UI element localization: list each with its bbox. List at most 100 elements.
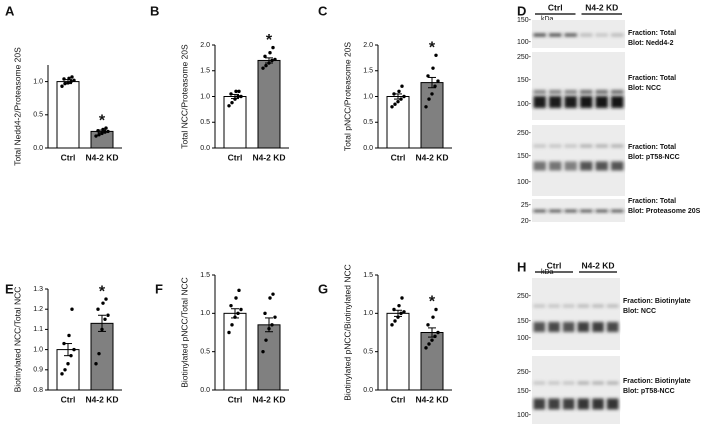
y-tick-label: 1.0	[200, 310, 210, 317]
data-point	[427, 97, 431, 101]
blot-label: Blot: NCC	[623, 308, 656, 315]
data-point	[402, 94, 406, 99]
data-point	[66, 362, 70, 366]
data-point	[399, 311, 403, 316]
data-point	[66, 81, 70, 85]
data-point	[396, 315, 400, 319]
data-point	[96, 129, 100, 133]
data-point	[397, 303, 401, 308]
blot-band	[580, 144, 593, 148]
data-point	[431, 315, 435, 319]
size-marker: 150-	[517, 318, 532, 325]
blot-band	[595, 144, 608, 148]
data-point	[100, 327, 104, 332]
data-point	[69, 353, 73, 358]
data-point	[236, 311, 240, 316]
data-point	[94, 134, 98, 138]
data-point	[270, 323, 274, 327]
panel-letter: F	[155, 281, 163, 296]
data-point	[229, 303, 233, 308]
blot-band	[611, 96, 624, 108]
y-tick-label: 1.5	[200, 272, 210, 279]
data-point	[229, 92, 233, 96]
panel-letter: C	[318, 3, 328, 18]
fraction-label: Fraction: Total	[628, 75, 676, 82]
data-point	[392, 92, 396, 96]
x-tick-label: Ctrl	[61, 152, 76, 162]
y-tick-label: 1.0	[363, 310, 373, 317]
y-tick-label: 0.5	[363, 349, 373, 356]
data-point	[433, 84, 437, 88]
data-point	[239, 307, 243, 312]
size-marker: 150-	[517, 153, 532, 160]
blot-band	[611, 144, 624, 148]
y-tick-label: 1.0	[200, 93, 210, 100]
x-tick-label: Ctrl	[391, 152, 406, 162]
data-point	[426, 323, 430, 327]
group-label: Ctrl	[547, 260, 562, 270]
data-point	[273, 315, 277, 319]
data-point	[236, 94, 240, 99]
blot-image	[532, 125, 625, 196]
fraction-label: Fraction: Total	[628, 144, 676, 151]
blot-band	[595, 161, 608, 171]
blot-image	[532, 199, 625, 222]
data-point	[94, 362, 98, 366]
blot-band	[606, 398, 619, 410]
data-point	[63, 81, 67, 86]
data-point	[427, 342, 431, 346]
blot-label: Blot: pT58-NCC	[628, 154, 680, 161]
blot-band	[562, 381, 575, 385]
y-tick-label: 1.0	[33, 346, 43, 353]
blot-band	[564, 161, 577, 171]
unit-label: kDa	[541, 16, 554, 23]
data-point	[101, 301, 105, 305]
blot-band	[606, 322, 619, 332]
fraction-label: Fraction: Total	[628, 30, 676, 37]
data-point	[264, 338, 268, 342]
y-axis-label: Biotinylated pNCC/Total NCC	[179, 277, 189, 388]
blot-label: Blot: NCC	[628, 85, 661, 92]
data-point	[273, 57, 277, 62]
y-axis-label: Biotinylated NCC/Total NCC	[12, 287, 22, 393]
significance-mark: *	[429, 294, 436, 311]
data-point	[436, 330, 440, 335]
data-point	[267, 326, 271, 331]
data-point	[104, 297, 108, 301]
x-tick-label: N4-2 KD	[85, 394, 118, 404]
data-point	[106, 313, 110, 317]
x-tick-label: N4-2 KD	[85, 152, 118, 162]
y-tick-label: 0.0	[363, 145, 373, 152]
data-point	[239, 94, 243, 99]
blot-band	[533, 33, 546, 37]
panel-letter: E	[5, 281, 14, 296]
blot-band	[606, 381, 619, 385]
data-point	[430, 92, 434, 96]
data-point	[270, 58, 274, 63]
data-point	[267, 61, 271, 65]
y-tick-label: 0.9	[33, 367, 43, 374]
size-marker: 250-	[517, 293, 532, 300]
y-tick-label: 1.0	[363, 93, 373, 100]
fraction-label: Fraction: Biotinylate	[623, 378, 691, 385]
y-axis-label: Total pNCC/Proteasome 20S	[342, 42, 352, 151]
size-marker: 20-	[521, 218, 532, 225]
panel-letter: B	[150, 3, 159, 18]
bar	[257, 59, 281, 149]
data-point	[234, 89, 238, 94]
blot-band	[533, 304, 546, 308]
blot-band	[580, 90, 593, 94]
blot-band	[533, 381, 546, 385]
data-point	[390, 105, 394, 109]
data-point	[393, 319, 397, 323]
data-point	[104, 126, 108, 130]
group-label: N4-2 KD	[581, 260, 614, 270]
blot-band	[595, 33, 608, 37]
y-tick-label: 0.5	[200, 349, 210, 356]
blot-band	[611, 90, 624, 94]
bar	[223, 96, 247, 149]
blot-band	[549, 96, 562, 108]
data-point	[72, 78, 76, 82]
y-tick-label: 2.0	[363, 42, 373, 49]
data-point	[397, 89, 401, 94]
